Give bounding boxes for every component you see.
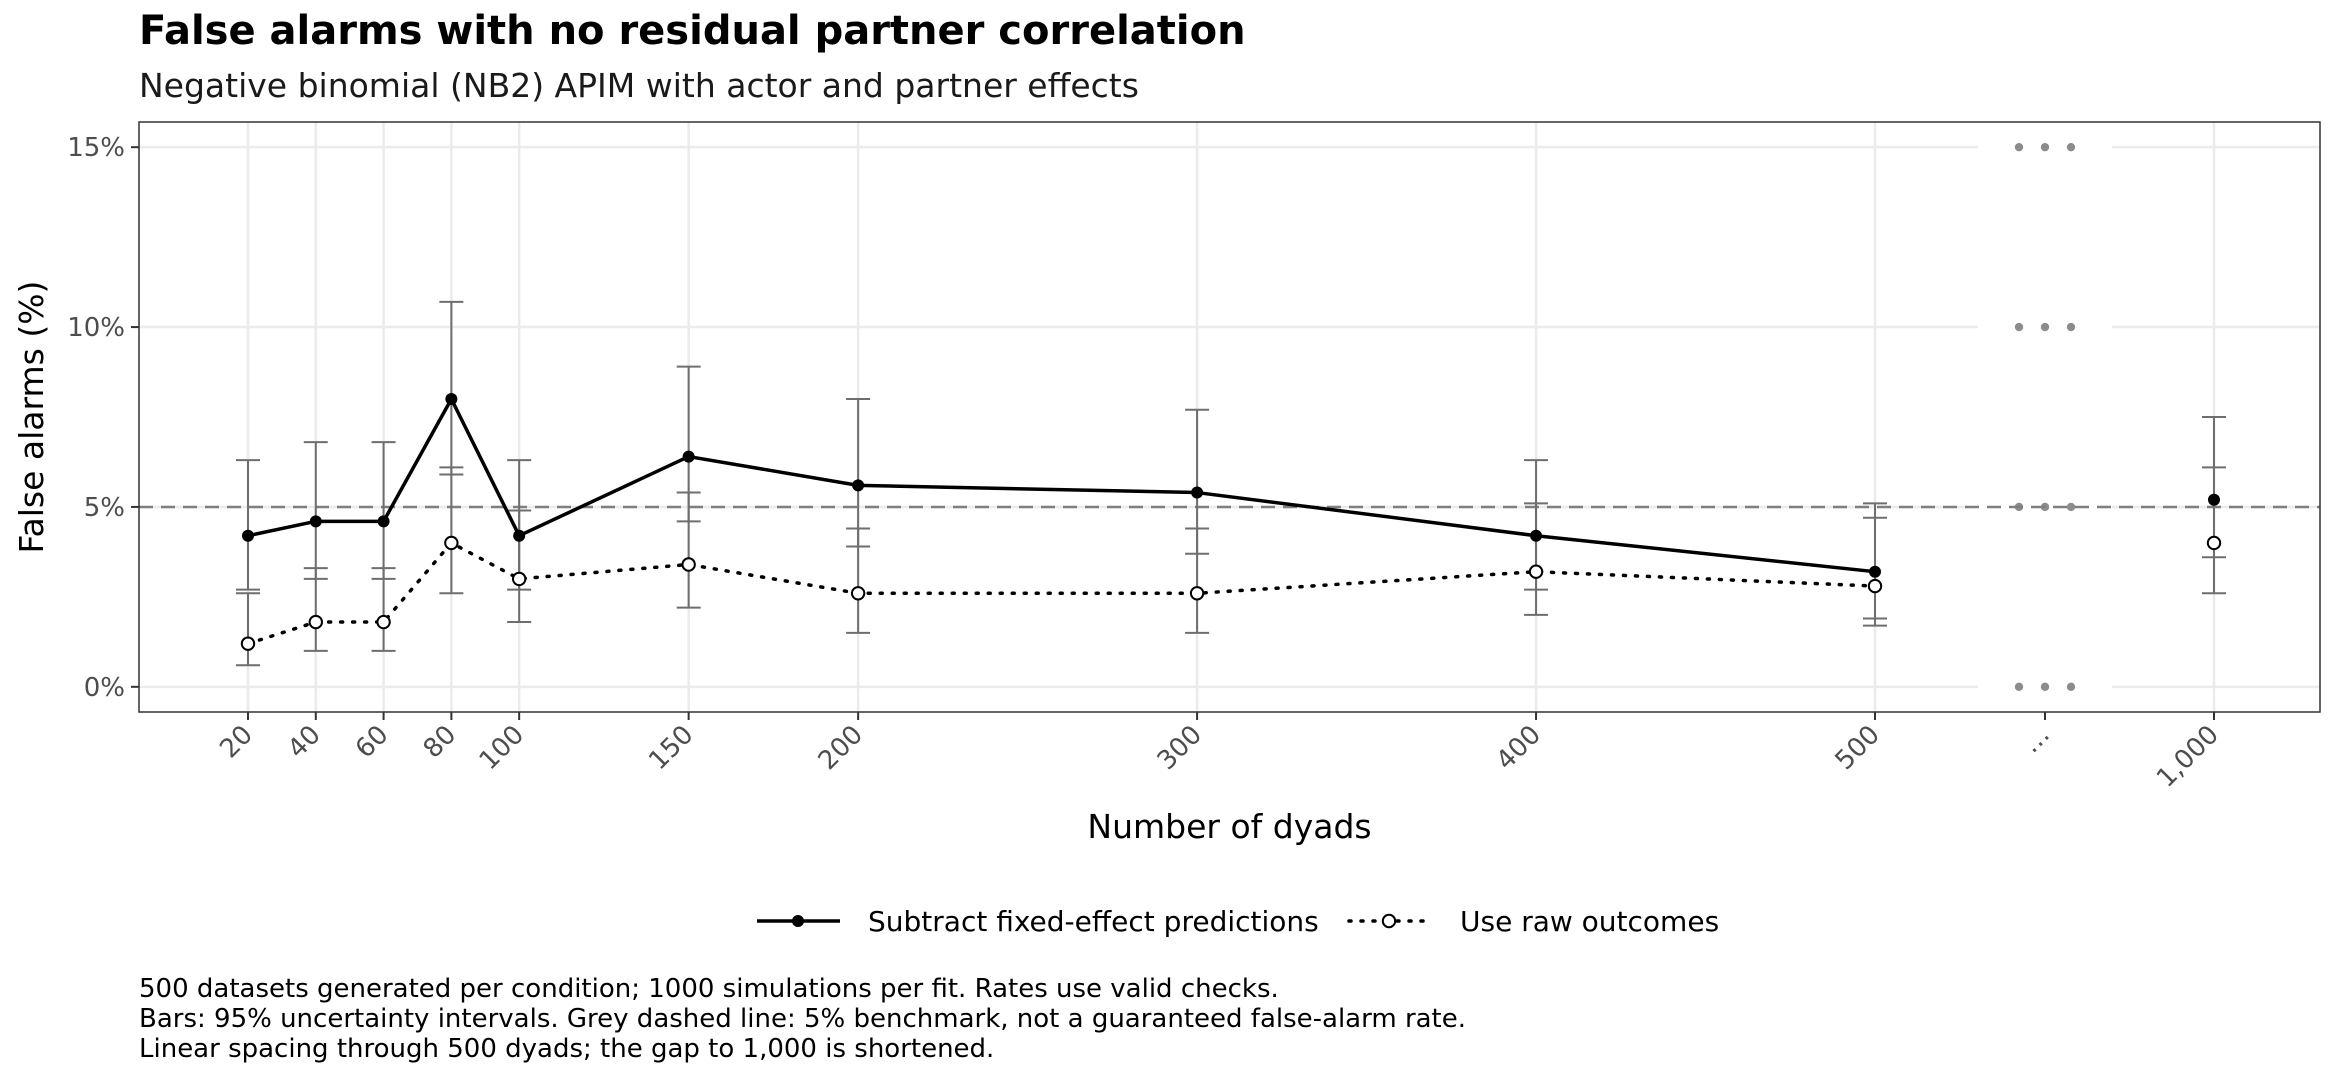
axis-break-dot (2040, 142, 2050, 152)
error-bar (371, 567, 396, 652)
data-point-open (376, 614, 391, 630)
error-bar (371, 441, 396, 580)
axis-break-dot (2066, 322, 2076, 332)
x-tick-label: 200 (813, 720, 869, 776)
axis-break-dot (2014, 322, 2024, 332)
axis-break-dot (2066, 142, 2076, 152)
data-point-filled (513, 529, 526, 542)
grid (139, 122, 2320, 712)
data-point-open (444, 535, 459, 551)
error-bar (676, 491, 701, 609)
panel-border (138, 121, 2321, 713)
x-tick-label: 400 (1491, 720, 1547, 776)
error-bar (507, 509, 532, 624)
x-tick-label: 80 (418, 720, 463, 765)
x-tick-label: 150 (643, 720, 699, 776)
caption: 500 datasets generated per condition; 10… (139, 974, 1466, 1064)
error-bars (236, 300, 2226, 667)
error-bar (846, 527, 871, 634)
error-bar (1185, 527, 1210, 634)
data-point-filled (1191, 486, 1204, 499)
series-points (240, 393, 2222, 651)
series-line-raw-outcomes (246, 541, 1877, 646)
error-bar (236, 459, 260, 591)
data-point-filled (852, 479, 865, 492)
series-lines (246, 397, 1877, 646)
axis-break-marker (2014, 142, 2076, 692)
x-axis-title: Number of dyads (1087, 807, 1371, 846)
y-tick-label: 5% (84, 493, 125, 523)
axis-break-dot (2066, 502, 2076, 512)
legend-label: Subtract fixed-effect predictions (868, 905, 1319, 938)
error-bar (846, 398, 871, 548)
y-tick-label: 15% (67, 133, 125, 163)
error-bar (303, 441, 328, 580)
data-point-open (511, 571, 527, 587)
y-tick-label: 10% (67, 313, 125, 343)
legend-item-subtract-fixed-effect: Subtract fixed-effect predictions (757, 905, 1319, 938)
data-point-filled (242, 529, 254, 542)
x-tick-label: 60 (350, 720, 395, 765)
data-point-filled (682, 450, 695, 463)
legend-label: Use raw outcomes (1460, 905, 1719, 938)
legend-key-point (1381, 913, 1397, 929)
data-point-open (681, 557, 696, 572)
legend-key-point (792, 915, 804, 927)
axis-break-dot (2040, 322, 2050, 332)
error-bar (439, 466, 464, 595)
data-point-open (1528, 564, 1544, 579)
legend-item-raw-outcomes: Use raw outcomes (1347, 905, 1719, 938)
x-tick-label: 500 (1830, 720, 1886, 776)
x-tick-label: 100 (474, 720, 530, 776)
data-point-filled (309, 515, 322, 528)
data-point-open (2206, 535, 2222, 551)
data-point-open (1189, 586, 1205, 601)
axis-break-dot (2066, 682, 2076, 692)
caption-line: 500 datasets generated per condition; 10… (139, 974, 1279, 1004)
x-tick-label: … (2016, 720, 2056, 760)
data-point-filled (445, 393, 458, 406)
y-tick-label: 0% (84, 673, 125, 703)
error-bar (236, 592, 260, 667)
caption-line: Linear spacing through 500 dyads; the ga… (139, 1034, 994, 1064)
x-tick-label: 40 (282, 720, 327, 765)
error-bar (2202, 466, 2226, 595)
data-point-filled (1530, 529, 1543, 542)
x-tick-label: 1,000 (2151, 720, 2225, 794)
x-axis: 20 40 60 80 100 150 200 300 400 500 … 1,000 (214, 712, 2225, 794)
data-point-filled (2208, 493, 2220, 506)
axis-break-dot (2014, 142, 2024, 152)
error-bar (1524, 502, 1549, 616)
error-bar (303, 567, 328, 652)
chart-title: False alarms with no residual partner co… (139, 8, 1246, 54)
data-point-open (308, 614, 323, 630)
caption-line: Bars: 95% uncertainty intervals. Grey da… (139, 1004, 1466, 1034)
data-point-open (240, 636, 256, 651)
x-tick-label: 20 (214, 720, 259, 765)
y-axis: 0% 5% 10% 15% (67, 133, 139, 703)
chart-subtitle: Negative binomial (NB2) APIM with actor … (139, 66, 1139, 105)
axis-break-dot (2040, 682, 2050, 692)
data-point-open (850, 586, 866, 601)
y-axis-title: False alarms (%) (12, 281, 51, 554)
x-tick-label: 300 (1152, 720, 1208, 776)
data-point-filled (377, 515, 390, 528)
axis-break-dot (2014, 682, 2024, 692)
series-line-subtract-fixed-effect (247, 397, 1876, 574)
data-point-filled (1869, 565, 1881, 578)
legend: Subtract fixed-effect predictions Use raw… (757, 905, 1719, 938)
data-point-open (1867, 578, 1883, 594)
